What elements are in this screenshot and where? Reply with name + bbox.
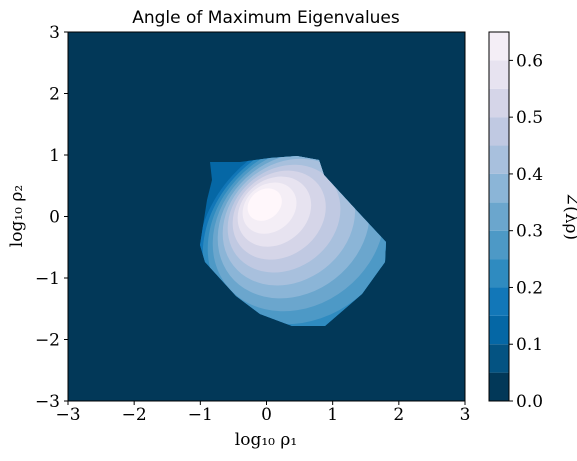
y-axis-label: log₁₀ ρ₂: [7, 185, 27, 247]
colorbar-tick-label: 0.3: [516, 222, 543, 242]
x-tick-label: −1: [188, 405, 213, 425]
colorbar-swatch: [489, 32, 509, 61]
chart-title: Angle of Maximum Eigenvalues: [132, 8, 400, 28]
y-tick-label: 1: [49, 146, 60, 166]
colorbar-swatch: [489, 117, 509, 146]
colorbar-swatch: [489, 145, 509, 174]
colorbar-swatch: [489, 259, 509, 288]
x-tick-label: 1: [327, 405, 338, 425]
colorbar-tick-label: 0.4: [516, 165, 543, 185]
colorbar-swatch: [489, 173, 509, 203]
colorbar-swatch: [489, 60, 509, 89]
y-tick-label: −2: [35, 331, 60, 351]
x-tick-label: 2: [393, 405, 404, 425]
y-axis: −3 −2 −1 0 1 2 3: [35, 23, 68, 412]
y-tick-label: −3: [35, 392, 60, 412]
x-axis-label: log₁₀ ρ₁: [235, 430, 297, 450]
colorbar-swatch: [489, 88, 509, 118]
colorbar-tick-label: 0.6: [516, 51, 543, 71]
x-tick-label: −3: [55, 405, 80, 425]
colorbar-tick-label: 0.0: [516, 392, 543, 412]
y-tick-label: 2: [49, 85, 60, 105]
colorbar-swatch: [489, 372, 509, 401]
x-tick-label: −2: [122, 405, 147, 425]
plot-area: [67, 31, 466, 402]
colorbar-tick-label: 0.1: [516, 335, 543, 355]
colorbar-tick-label: 0.5: [516, 108, 543, 128]
colorbar-ticks: 0.0 0.1 0.2 0.3 0.4 0.5 0.6: [509, 51, 543, 412]
colorbar-swatch: [489, 230, 509, 260]
y-tick-label: −1: [35, 269, 60, 289]
colorbar-tick-label: 0.2: [516, 278, 543, 298]
x-axis: −3 −2 −1 0 1 2 3: [55, 401, 470, 425]
colorbar-swatch: [489, 344, 509, 373]
colorbar-swatch: [489, 315, 509, 345]
x-tick-label: 0: [261, 405, 272, 425]
y-tick-label: 0: [49, 208, 60, 228]
colorbar: [488, 31, 510, 402]
contour-band: [247, 188, 282, 221]
x-tick-label: 3: [460, 405, 471, 425]
colorbar-label: ∠(λρ): [561, 192, 577, 240]
colorbar-swatch: [489, 287, 509, 316]
y-tick-label: 3: [49, 23, 60, 43]
colorbar-frame: [488, 31, 510, 402]
colorbar-swatch: [489, 202, 509, 231]
